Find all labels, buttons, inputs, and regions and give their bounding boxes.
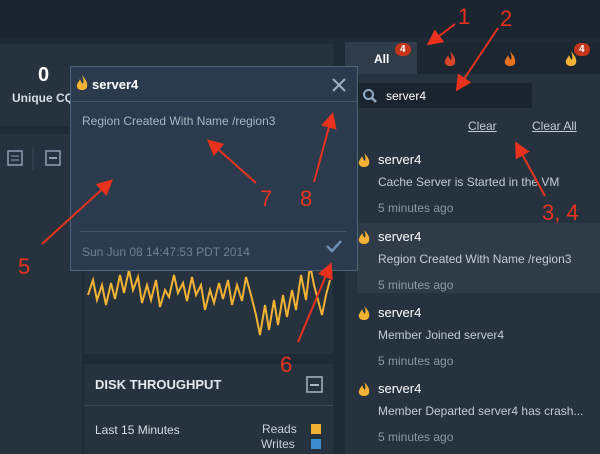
flame-icon (357, 305, 371, 321)
annotation-label: 8 (300, 186, 313, 211)
annotation-label: 6 (280, 352, 293, 377)
popup-timestamp: Sun Jun 08 14:47:53 PDT 2014 (82, 245, 250, 259)
error-tab[interactable] (500, 49, 520, 69)
notification-member[interactable]: server4 (378, 152, 422, 167)
flame-icon (357, 152, 371, 168)
badge: 4 (395, 43, 411, 56)
notification-member[interactable]: server4 (378, 305, 422, 320)
annotation-label: 5 (18, 254, 31, 279)
summary-label: Unique CQs (12, 91, 81, 105)
summary-value: 0 (38, 64, 50, 86)
notification-message[interactable]: Member Departed server4 has crash... (378, 404, 584, 418)
panel-icons (7, 148, 61, 170)
legend-swatch (311, 439, 321, 449)
legend-writes: Writes (261, 437, 295, 451)
notification-popup (70, 66, 358, 271)
tab-label: All (374, 52, 390, 66)
notification-time: 5 minutes ago (378, 201, 454, 215)
panel-title: DISK THROUGHPUT (95, 377, 222, 392)
badge: 4 (574, 43, 590, 56)
legend-swatch (311, 424, 321, 434)
divider (80, 231, 346, 232)
top-bar (0, 0, 600, 38)
flame-icon (357, 381, 371, 397)
notification-time: 5 minutes ago (378, 278, 454, 292)
notification-highlight (357, 223, 600, 293)
divider (84, 405, 333, 406)
annotation-label: 7 (260, 186, 273, 211)
warning-tab[interactable] (561, 49, 581, 69)
annotation-label: 2 (500, 6, 513, 31)
collapse-button[interactable] (306, 376, 324, 394)
notification-time: 5 minutes ago (378, 430, 454, 444)
divider (71, 101, 357, 102)
notification-member[interactable]: server4 (378, 381, 422, 396)
annotation-label: 3, 4 (542, 200, 579, 225)
notification-time: 5 minutes ago (378, 354, 454, 368)
mark-read-button[interactable] (325, 238, 343, 254)
time-range: Last 15 Minutes (95, 423, 180, 437)
side-panel (0, 134, 82, 454)
notification-message[interactable]: Cache Server is Started in the VM (378, 175, 560, 189)
search-box[interactable] (357, 83, 532, 108)
notification-member[interactable]: server4 (378, 229, 422, 244)
clear-all-link[interactable]: Clear All (532, 119, 577, 133)
annotation-label: 1 (458, 4, 471, 29)
notification-message[interactable]: Member Joined server4 (378, 328, 505, 342)
popup-title: server4 (92, 77, 139, 92)
close-button[interactable] (331, 77, 347, 93)
clear-link[interactable]: Clear (468, 119, 497, 133)
search-text: server4 (386, 89, 427, 103)
search-icon (363, 89, 377, 103)
flame-icon (357, 229, 371, 245)
disk-throughput-panel (84, 364, 333, 454)
severe-tab[interactable] (440, 49, 460, 69)
popup-message: Region Created With Name /region3 (82, 114, 276, 128)
flame-icon (76, 75, 88, 90)
legend-reads: Reads (262, 422, 297, 436)
notification-message[interactable]: Region Created With Name /region3 (378, 252, 572, 266)
